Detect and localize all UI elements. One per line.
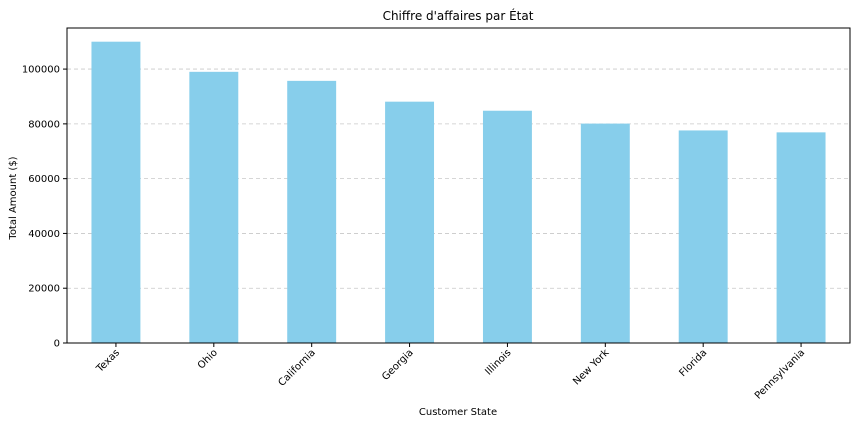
y-axis-label: Total Amount ($) bbox=[8, 156, 19, 240]
x-tick-label: Texas bbox=[94, 347, 122, 375]
bar-illinois bbox=[482, 110, 532, 343]
bar-florida bbox=[678, 130, 728, 343]
bar-georgia bbox=[385, 101, 435, 343]
x-tick-label: California bbox=[276, 347, 317, 388]
y-tick-label: 20000 bbox=[28, 284, 60, 295]
bar-ohio bbox=[189, 71, 239, 344]
y-tick-label: 40000 bbox=[28, 229, 60, 240]
x-tick-label: Illinois bbox=[483, 347, 513, 377]
y-tick-label: 0 bbox=[54, 339, 60, 350]
x-axis-label: Customer State bbox=[419, 407, 497, 418]
bar-pennsylvania bbox=[776, 132, 826, 343]
x-tick-label: Georgia bbox=[380, 347, 416, 383]
x-tick-label: Ohio bbox=[196, 347, 220, 371]
x-axis-ticks: Texas Ohio California Georgia Illinois New Yo… bbox=[94, 343, 807, 402]
bar-new-york bbox=[580, 123, 630, 344]
bar-california bbox=[287, 80, 337, 343]
chart-title: Chiffre d'affaires par État bbox=[383, 8, 534, 23]
bars bbox=[91, 41, 826, 344]
plot-frame bbox=[66, 27, 851, 344]
x-tick-label: Pennsylvania bbox=[753, 347, 807, 401]
y-tick-label: 60000 bbox=[28, 174, 60, 185]
y-tick-label: 100000 bbox=[22, 65, 60, 76]
x-tick-label: New York bbox=[571, 347, 611, 387]
y-tick-label: 80000 bbox=[28, 119, 60, 130]
x-tick-label: Florida bbox=[677, 347, 709, 379]
grid-lines bbox=[67, 68, 850, 344]
bar-texas bbox=[91, 41, 141, 344]
y-axis-ticks: 0 20000 40000 60000 80000 100000 bbox=[22, 65, 67, 350]
